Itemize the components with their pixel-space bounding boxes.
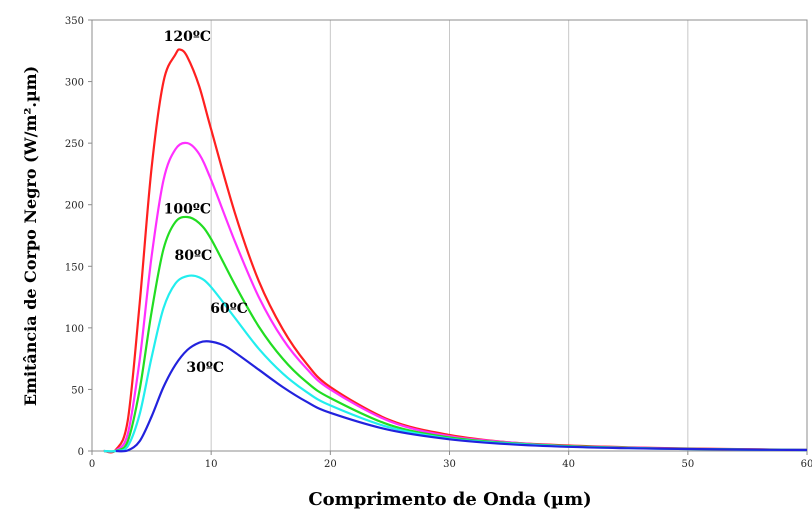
x-tick-label: 60: [801, 459, 812, 470]
curve-label: 60ºC: [210, 301, 248, 317]
x-tick-label: 50: [681, 459, 694, 470]
y-tick-label: 350: [65, 16, 84, 27]
series-layer: [103, 48, 808, 454]
curve-label: 30ºC: [186, 360, 224, 376]
x-tick-labels: 0 10 20 30 40 50 60: [89, 451, 812, 470]
y-tick-label: 50: [71, 385, 84, 396]
curve-label: 120ºC: [164, 29, 211, 45]
y-tick-label: 0: [78, 447, 84, 458]
y-tick-label: 300: [65, 78, 84, 89]
x-tick-label: 10: [205, 459, 218, 470]
y-tick-labels: 0 50 100 150 200 250 300 350: [65, 16, 92, 458]
x-tick-label: 30: [443, 459, 456, 470]
curve-label: 100ºC: [164, 201, 211, 217]
grid-layer: [210, 20, 689, 451]
series-line-4: [115, 340, 808, 453]
curve-label: 80ºC: [174, 248, 212, 264]
x-axis-title: Comprimento de Onda (µm): [308, 489, 591, 510]
y-tick-label: 250: [65, 139, 84, 150]
x-tick-label: 0: [89, 459, 95, 470]
x-tick-label: 40: [562, 459, 575, 470]
x-tick-label: 20: [324, 459, 337, 470]
series-line-1: [103, 141, 808, 453]
y-axis-title: Emitância de Corpo Negro (W/m².µm): [21, 66, 40, 406]
y-tick-label: 200: [65, 201, 84, 212]
y-tick-label: 100: [65, 324, 84, 335]
curve-labels: 120ºC 100ºC 80ºC 60ºC 30ºC: [164, 29, 248, 376]
y-tick-label: 150: [65, 262, 84, 273]
